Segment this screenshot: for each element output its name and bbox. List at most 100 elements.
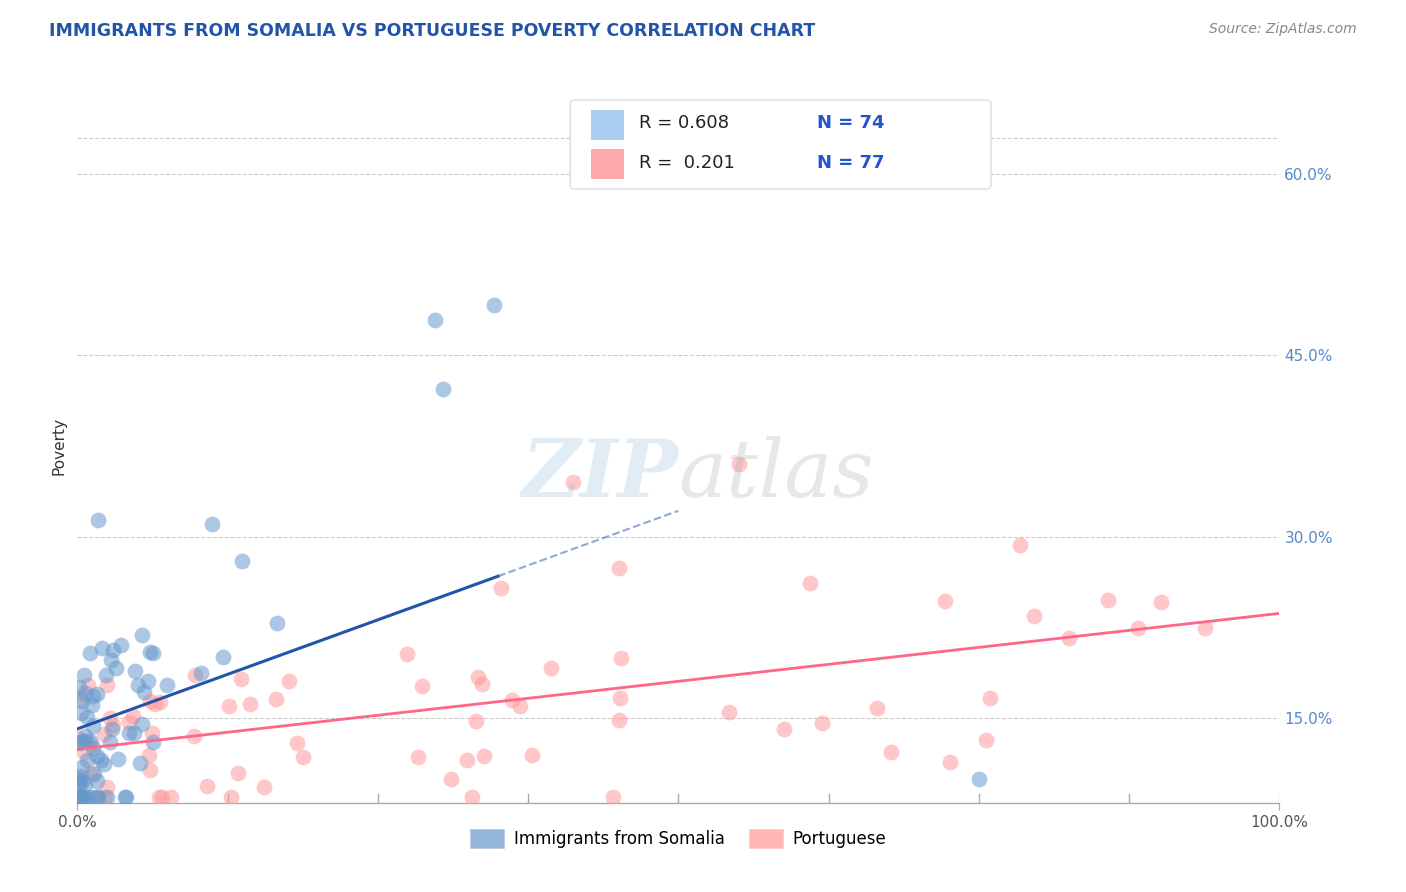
Point bbox=[148, 789, 170, 804]
Point bbox=[101, 723, 124, 737]
Point bbox=[98, 735, 121, 749]
Point bbox=[67, 775, 90, 789]
Point bbox=[229, 672, 252, 686]
Point bbox=[67, 731, 90, 746]
Point bbox=[465, 714, 488, 728]
Point bbox=[880, 745, 903, 759]
Point bbox=[226, 766, 249, 780]
Point bbox=[70, 694, 93, 708]
Point bbox=[69, 777, 91, 791]
Point bbox=[727, 457, 749, 471]
Point bbox=[239, 697, 262, 711]
Point bbox=[190, 666, 212, 681]
Point bbox=[70, 760, 93, 774]
Point bbox=[83, 767, 105, 781]
Point bbox=[86, 688, 108, 702]
Point bbox=[91, 640, 114, 655]
Point bbox=[69, 691, 91, 706]
Point bbox=[979, 691, 1001, 706]
Point bbox=[86, 749, 108, 764]
Point bbox=[467, 670, 489, 684]
Point bbox=[67, 772, 90, 786]
Point bbox=[80, 737, 103, 751]
Point bbox=[974, 733, 997, 747]
Point bbox=[197, 780, 219, 794]
Point bbox=[121, 709, 143, 723]
Legend: Immigrants from Somalia, Portuguese: Immigrants from Somalia, Portuguese bbox=[464, 822, 893, 855]
Point bbox=[501, 693, 523, 707]
Point bbox=[115, 789, 138, 804]
Point bbox=[122, 725, 145, 739]
FancyBboxPatch shape bbox=[571, 100, 991, 189]
Text: IMMIGRANTS FROM SOMALIA VS PORTUGUESE POVERTY CORRELATION CHART: IMMIGRANTS FROM SOMALIA VS PORTUGUESE PO… bbox=[49, 22, 815, 40]
Point bbox=[134, 685, 156, 699]
Point bbox=[69, 789, 91, 804]
Point bbox=[100, 653, 122, 667]
Point bbox=[118, 714, 141, 729]
Point bbox=[101, 717, 124, 731]
Point bbox=[607, 560, 630, 574]
Text: R =  0.201: R = 0.201 bbox=[638, 153, 734, 171]
Point bbox=[138, 694, 160, 708]
Point bbox=[218, 698, 240, 713]
Point bbox=[718, 705, 741, 719]
Point bbox=[461, 789, 484, 804]
Point bbox=[79, 789, 101, 804]
Point bbox=[79, 647, 101, 661]
Text: R = 0.608: R = 0.608 bbox=[638, 114, 728, 132]
Point bbox=[934, 593, 956, 607]
Point bbox=[149, 695, 172, 709]
Point bbox=[602, 789, 624, 804]
Point bbox=[266, 615, 288, 630]
Point bbox=[69, 736, 91, 750]
Point bbox=[131, 628, 153, 642]
Point bbox=[138, 748, 160, 763]
Point bbox=[90, 753, 112, 767]
Point bbox=[70, 789, 93, 804]
Point bbox=[75, 733, 97, 747]
Point bbox=[84, 789, 107, 804]
Point bbox=[94, 668, 117, 682]
Text: ZIP: ZIP bbox=[522, 436, 679, 513]
Point bbox=[73, 729, 96, 743]
Point bbox=[67, 680, 90, 694]
Point bbox=[1024, 609, 1046, 624]
Point bbox=[423, 312, 446, 326]
Point bbox=[799, 576, 821, 591]
Point bbox=[76, 709, 98, 723]
Point bbox=[75, 789, 97, 804]
Point bbox=[73, 745, 96, 759]
Point bbox=[86, 773, 108, 788]
Point bbox=[94, 789, 117, 804]
Point bbox=[866, 700, 889, 714]
Point bbox=[253, 780, 276, 794]
Point bbox=[150, 789, 173, 804]
Point bbox=[939, 755, 962, 769]
Point bbox=[77, 677, 100, 691]
Point bbox=[110, 638, 132, 652]
Text: atlas: atlas bbox=[679, 436, 873, 513]
Point bbox=[104, 661, 127, 675]
Point bbox=[82, 766, 104, 780]
Point bbox=[456, 753, 478, 767]
Point bbox=[540, 661, 562, 675]
Point bbox=[93, 757, 115, 772]
Point bbox=[70, 789, 93, 804]
Point bbox=[609, 691, 631, 706]
Text: N = 77: N = 77 bbox=[817, 153, 884, 171]
Bar bbox=[591, 111, 624, 140]
Point bbox=[67, 789, 90, 804]
Point bbox=[96, 780, 118, 795]
Point bbox=[70, 706, 93, 720]
Point bbox=[1008, 538, 1031, 552]
Point bbox=[472, 749, 495, 764]
Point bbox=[141, 726, 163, 740]
Point bbox=[100, 710, 122, 724]
Point bbox=[432, 383, 454, 397]
Point bbox=[509, 698, 531, 713]
Point bbox=[82, 698, 104, 713]
Point bbox=[76, 753, 98, 767]
Point bbox=[411, 679, 433, 693]
Point bbox=[79, 734, 101, 748]
Point bbox=[278, 673, 301, 688]
